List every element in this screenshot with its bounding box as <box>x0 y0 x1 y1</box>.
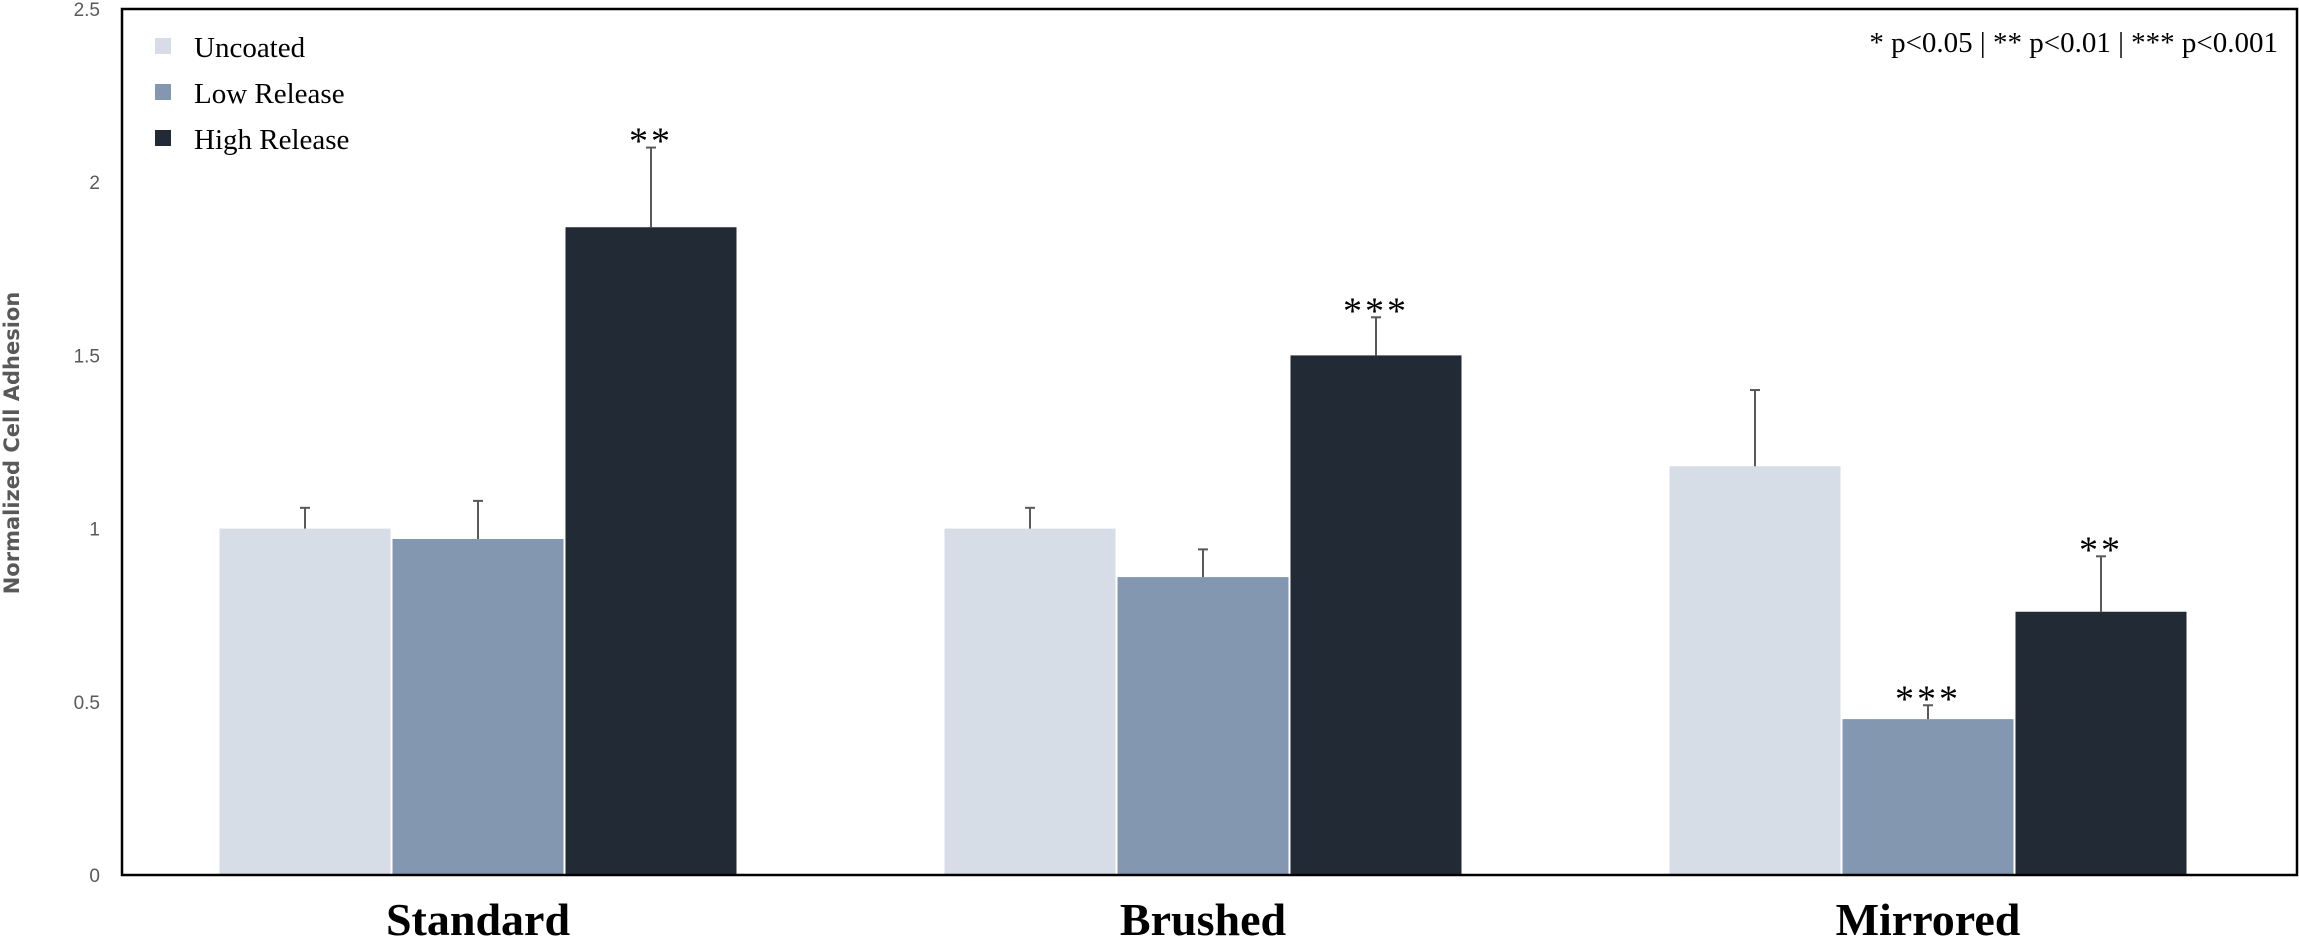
category-label-brushed: Brushed <box>1120 894 1287 939</box>
category-label-standard: Standard <box>386 894 570 939</box>
legend-label: Uncoated <box>194 32 306 64</box>
significance-mark: ** <box>2079 529 2123 571</box>
bar-uncoated-standard <box>219 528 391 875</box>
legend-swatch <box>155 84 171 100</box>
y-tick-label: 2.5 <box>74 0 100 21</box>
y-tick-label: 2 <box>89 173 100 194</box>
category-label-mirrored: Mirrored <box>1836 894 2021 939</box>
significance-mark: *** <box>1895 678 1961 720</box>
bar-high-release-standard <box>565 227 737 875</box>
significance-annotation: * p<0.05 | ** p<0.01 | *** p<0.001 <box>1869 27 2278 59</box>
bar-low-release-brushed <box>1117 577 1289 875</box>
bar-low-release-mirrored <box>1842 719 2014 875</box>
y-tick-label: 1.5 <box>74 346 100 367</box>
y-tick-label: 0 <box>89 866 100 887</box>
legend-label: High Release <box>194 124 349 156</box>
bars-layer <box>219 227 2187 875</box>
bar-high-release-mirrored <box>2015 611 2187 875</box>
plot-area-frame <box>120 7 2299 877</box>
bar-low-release-standard <box>392 538 564 875</box>
y-axis-label: Normalized Cell Adhesion <box>0 292 24 595</box>
legend-swatch <box>155 130 171 146</box>
bar-uncoated-brushed <box>944 528 1116 875</box>
y-tick-label: 1 <box>89 520 100 541</box>
legend-swatch <box>155 38 171 54</box>
legend: Uncoated Low Release High Release <box>155 32 349 156</box>
y-axis-ticks: 0 0.5 1 1.5 2 2.5 <box>74 0 100 887</box>
significance-mark: *** <box>1343 290 1409 332</box>
significance-layer: ********** <box>629 121 2123 721</box>
significance-mark: ** <box>629 121 673 163</box>
x-axis-categories: Standard Brushed Mirrored <box>386 894 2021 939</box>
bar-uncoated-mirrored <box>1669 466 1841 875</box>
bar-high-release-brushed <box>1290 355 1462 875</box>
y-tick-label: 0.5 <box>74 693 100 714</box>
legend-label: Low Release <box>194 78 345 110</box>
error-bars-layer <box>300 146 2106 720</box>
